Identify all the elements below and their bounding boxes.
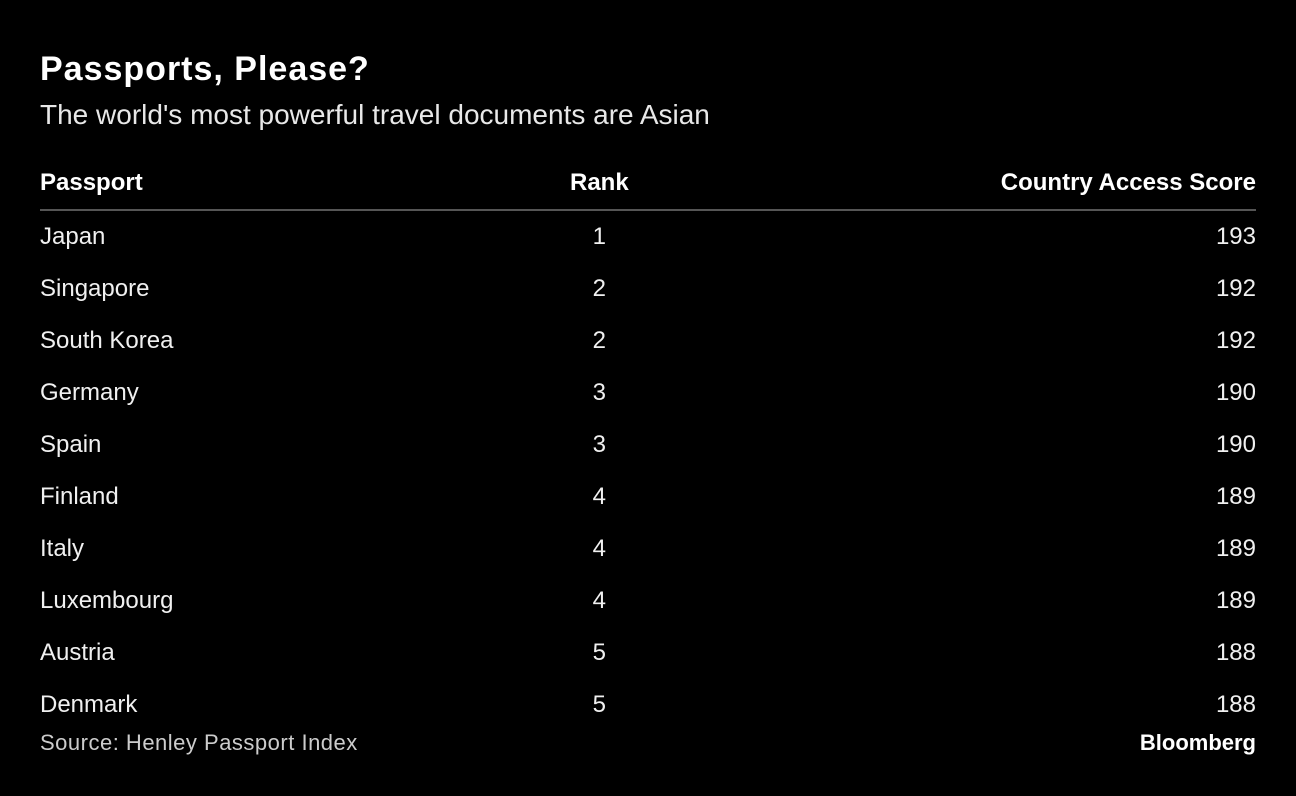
table-row: Austria5188 — [40, 627, 1256, 679]
cell-rank: 5 — [526, 679, 672, 731]
cell-rank: 1 — [526, 210, 672, 263]
table-row: Spain3190 — [40, 419, 1256, 471]
passport-table: Passport Rank Country Access Score Japan… — [40, 159, 1256, 731]
table-row: Germany3190 — [40, 367, 1256, 419]
table-row: Italy4189 — [40, 523, 1256, 575]
cell-score: 188 — [672, 627, 1256, 679]
cell-passport: Denmark — [40, 679, 526, 731]
cell-passport: Luxembourg — [40, 575, 526, 627]
table-row: South Korea2192 — [40, 315, 1256, 367]
chart-title: Passports, Please? — [40, 50, 1256, 89]
cell-rank: 4 — [526, 471, 672, 523]
col-header-score: Country Access Score — [672, 159, 1256, 210]
cell-passport: Spain — [40, 419, 526, 471]
cell-rank: 4 — [526, 523, 672, 575]
table-row: Singapore2192 — [40, 263, 1256, 315]
table-body: Japan1193Singapore2192South Korea2192Ger… — [40, 210, 1256, 731]
cell-rank: 4 — [526, 575, 672, 627]
cell-rank: 3 — [526, 419, 672, 471]
cell-passport: Finland — [40, 471, 526, 523]
chart-footer: Source: Henley Passport Index Bloomberg — [40, 730, 1256, 756]
cell-score: 189 — [672, 523, 1256, 575]
cell-rank: 3 — [526, 367, 672, 419]
table-row: Finland4189 — [40, 471, 1256, 523]
brand-label: Bloomberg — [1140, 730, 1256, 756]
cell-passport: South Korea — [40, 315, 526, 367]
cell-passport: Austria — [40, 627, 526, 679]
cell-rank: 2 — [526, 263, 672, 315]
cell-passport: Italy — [40, 523, 526, 575]
chart-subtitle: The world's most powerful travel documen… — [40, 99, 1256, 131]
source-label: Source: Henley Passport Index — [40, 730, 358, 756]
cell-score: 189 — [672, 471, 1256, 523]
cell-passport: Singapore — [40, 263, 526, 315]
cell-score: 188 — [672, 679, 1256, 731]
cell-score: 192 — [672, 315, 1256, 367]
cell-score: 193 — [672, 210, 1256, 263]
col-header-passport: Passport — [40, 159, 526, 210]
chart-container: Passports, Please? The world's most powe… — [0, 0, 1296, 796]
cell-rank: 5 — [526, 627, 672, 679]
cell-score: 189 — [672, 575, 1256, 627]
table-row: Luxembourg4189 — [40, 575, 1256, 627]
cell-rank: 2 — [526, 315, 672, 367]
cell-score: 190 — [672, 419, 1256, 471]
table-header-row: Passport Rank Country Access Score — [40, 159, 1256, 210]
table-row: Japan1193 — [40, 210, 1256, 263]
col-header-rank: Rank — [526, 159, 672, 210]
table-row: Denmark5188 — [40, 679, 1256, 731]
cell-passport: Japan — [40, 210, 526, 263]
cell-score: 190 — [672, 367, 1256, 419]
cell-passport: Germany — [40, 367, 526, 419]
cell-score: 192 — [672, 263, 1256, 315]
